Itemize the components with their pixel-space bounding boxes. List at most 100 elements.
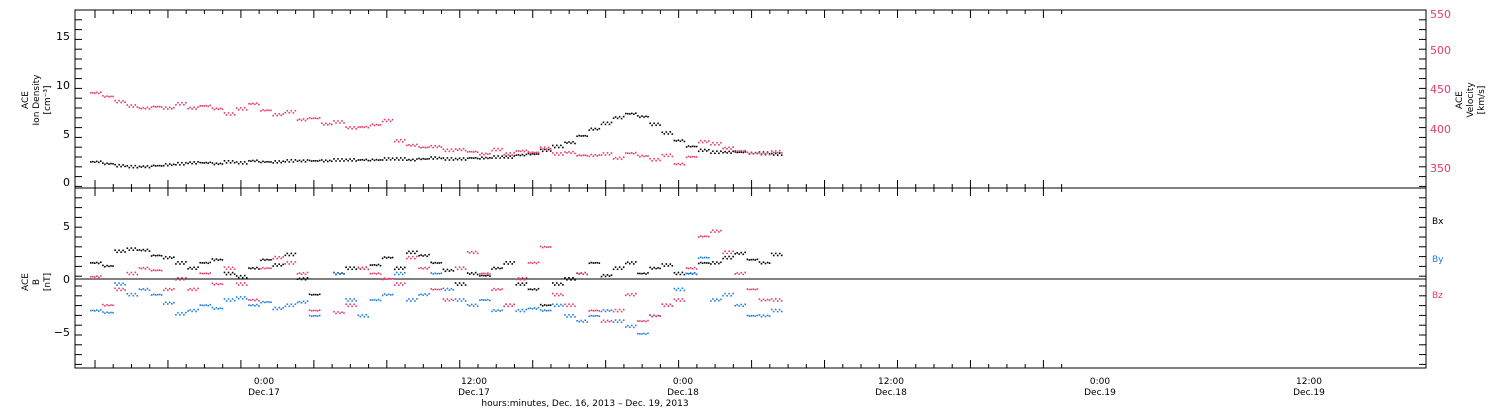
scatter-point [312,160,315,162]
scatter-point [402,141,404,143]
scatter-point [440,157,443,160]
scatter-point [537,306,540,309]
scatter-point [598,127,601,130]
scatter-point [296,278,299,280]
scatter-point [138,249,141,251]
scatter-point [169,106,171,109]
scatter-point [468,150,471,153]
scatter-point [519,310,522,313]
scatter-point [385,278,388,281]
scatter-point [144,250,147,252]
scatter-point [239,161,242,163]
scatter-point [606,274,609,276]
scatter-point [142,165,145,167]
scatter-point [146,287,149,290]
scatter-point [229,268,232,270]
scatter-point [576,135,578,138]
scatter-point [229,273,232,276]
scatter-point [616,310,619,313]
scatter-point [667,265,670,267]
scatter-point [614,308,617,311]
scatter-point [183,314,185,316]
scatter-point [412,143,414,146]
scatter-point [493,309,495,311]
scatter-point [545,246,548,249]
scatter-point [468,157,471,159]
scatter-point [483,272,485,275]
scatter-point [367,126,370,129]
scatter-point [752,288,755,290]
scatter-point [730,295,732,297]
scatter-point [207,262,209,265]
scatter-point [491,268,493,270]
scatter-point [280,265,282,267]
xtick-date-0: Dec.17 [248,388,280,398]
scatter-point [377,263,380,266]
scatter-point [679,289,682,292]
scatter-point [736,252,738,254]
scatter-point [580,272,582,274]
scatter-point [560,282,562,285]
scatter-point [618,115,621,118]
scatter-point [434,156,436,158]
scatter-point [420,267,422,269]
scatter-point [280,114,282,117]
scatter-point [221,307,224,310]
scatter-point [679,300,682,302]
scatter-point [410,144,412,147]
scatter-point [158,105,161,108]
scatter-point [217,308,220,310]
scatter-point [766,152,769,154]
top-panel-frame [74,9,1427,189]
scatter-point [444,270,447,273]
scatter-point [440,272,443,275]
scatter-point [625,326,627,328]
scatter-point [162,257,165,260]
scatter-point [643,332,645,335]
scatter-point [497,147,499,150]
scatter-point [396,282,398,284]
scatter-point [280,257,282,260]
scatter-point [424,158,426,160]
scatter-point [173,301,175,304]
scatter-point [740,151,742,153]
scatter-point [635,261,637,263]
scatter-point [618,319,621,321]
scatter-point [229,114,232,116]
scatter-point [631,293,633,295]
scatter-point [408,158,410,161]
scatter-point [302,271,305,274]
scatter-point [673,298,676,300]
scatter-point [337,311,339,313]
scatter-point [476,157,479,160]
scatter-point [558,146,560,149]
scatter-point [612,321,615,323]
scatter-point [185,162,187,164]
scatter-point [408,298,410,300]
scatter-point [219,258,222,261]
scatter-point [142,248,145,251]
scatter-point [211,306,214,309]
scatter-point [116,251,118,254]
scatter-point [552,152,554,154]
scatter-point [167,289,169,291]
scatter-point [276,308,278,311]
scatter-point [712,141,714,144]
scatter-point [300,160,303,163]
scatter-point [521,153,524,156]
scatter-point [479,273,481,275]
scatter-point [572,314,574,316]
scatter-point [537,261,540,263]
scatter-point [708,148,710,151]
scatter-point [231,271,234,274]
scatter-point [562,305,564,307]
scatter-point [622,308,625,311]
scatter-point [351,268,353,271]
scatter-point [487,274,489,277]
scatter-point [564,151,566,153]
scatter-point [286,252,289,255]
scatter-point [730,252,732,255]
scatter-point [197,161,199,163]
scatter-point [104,163,106,166]
scatter-point [410,257,412,260]
